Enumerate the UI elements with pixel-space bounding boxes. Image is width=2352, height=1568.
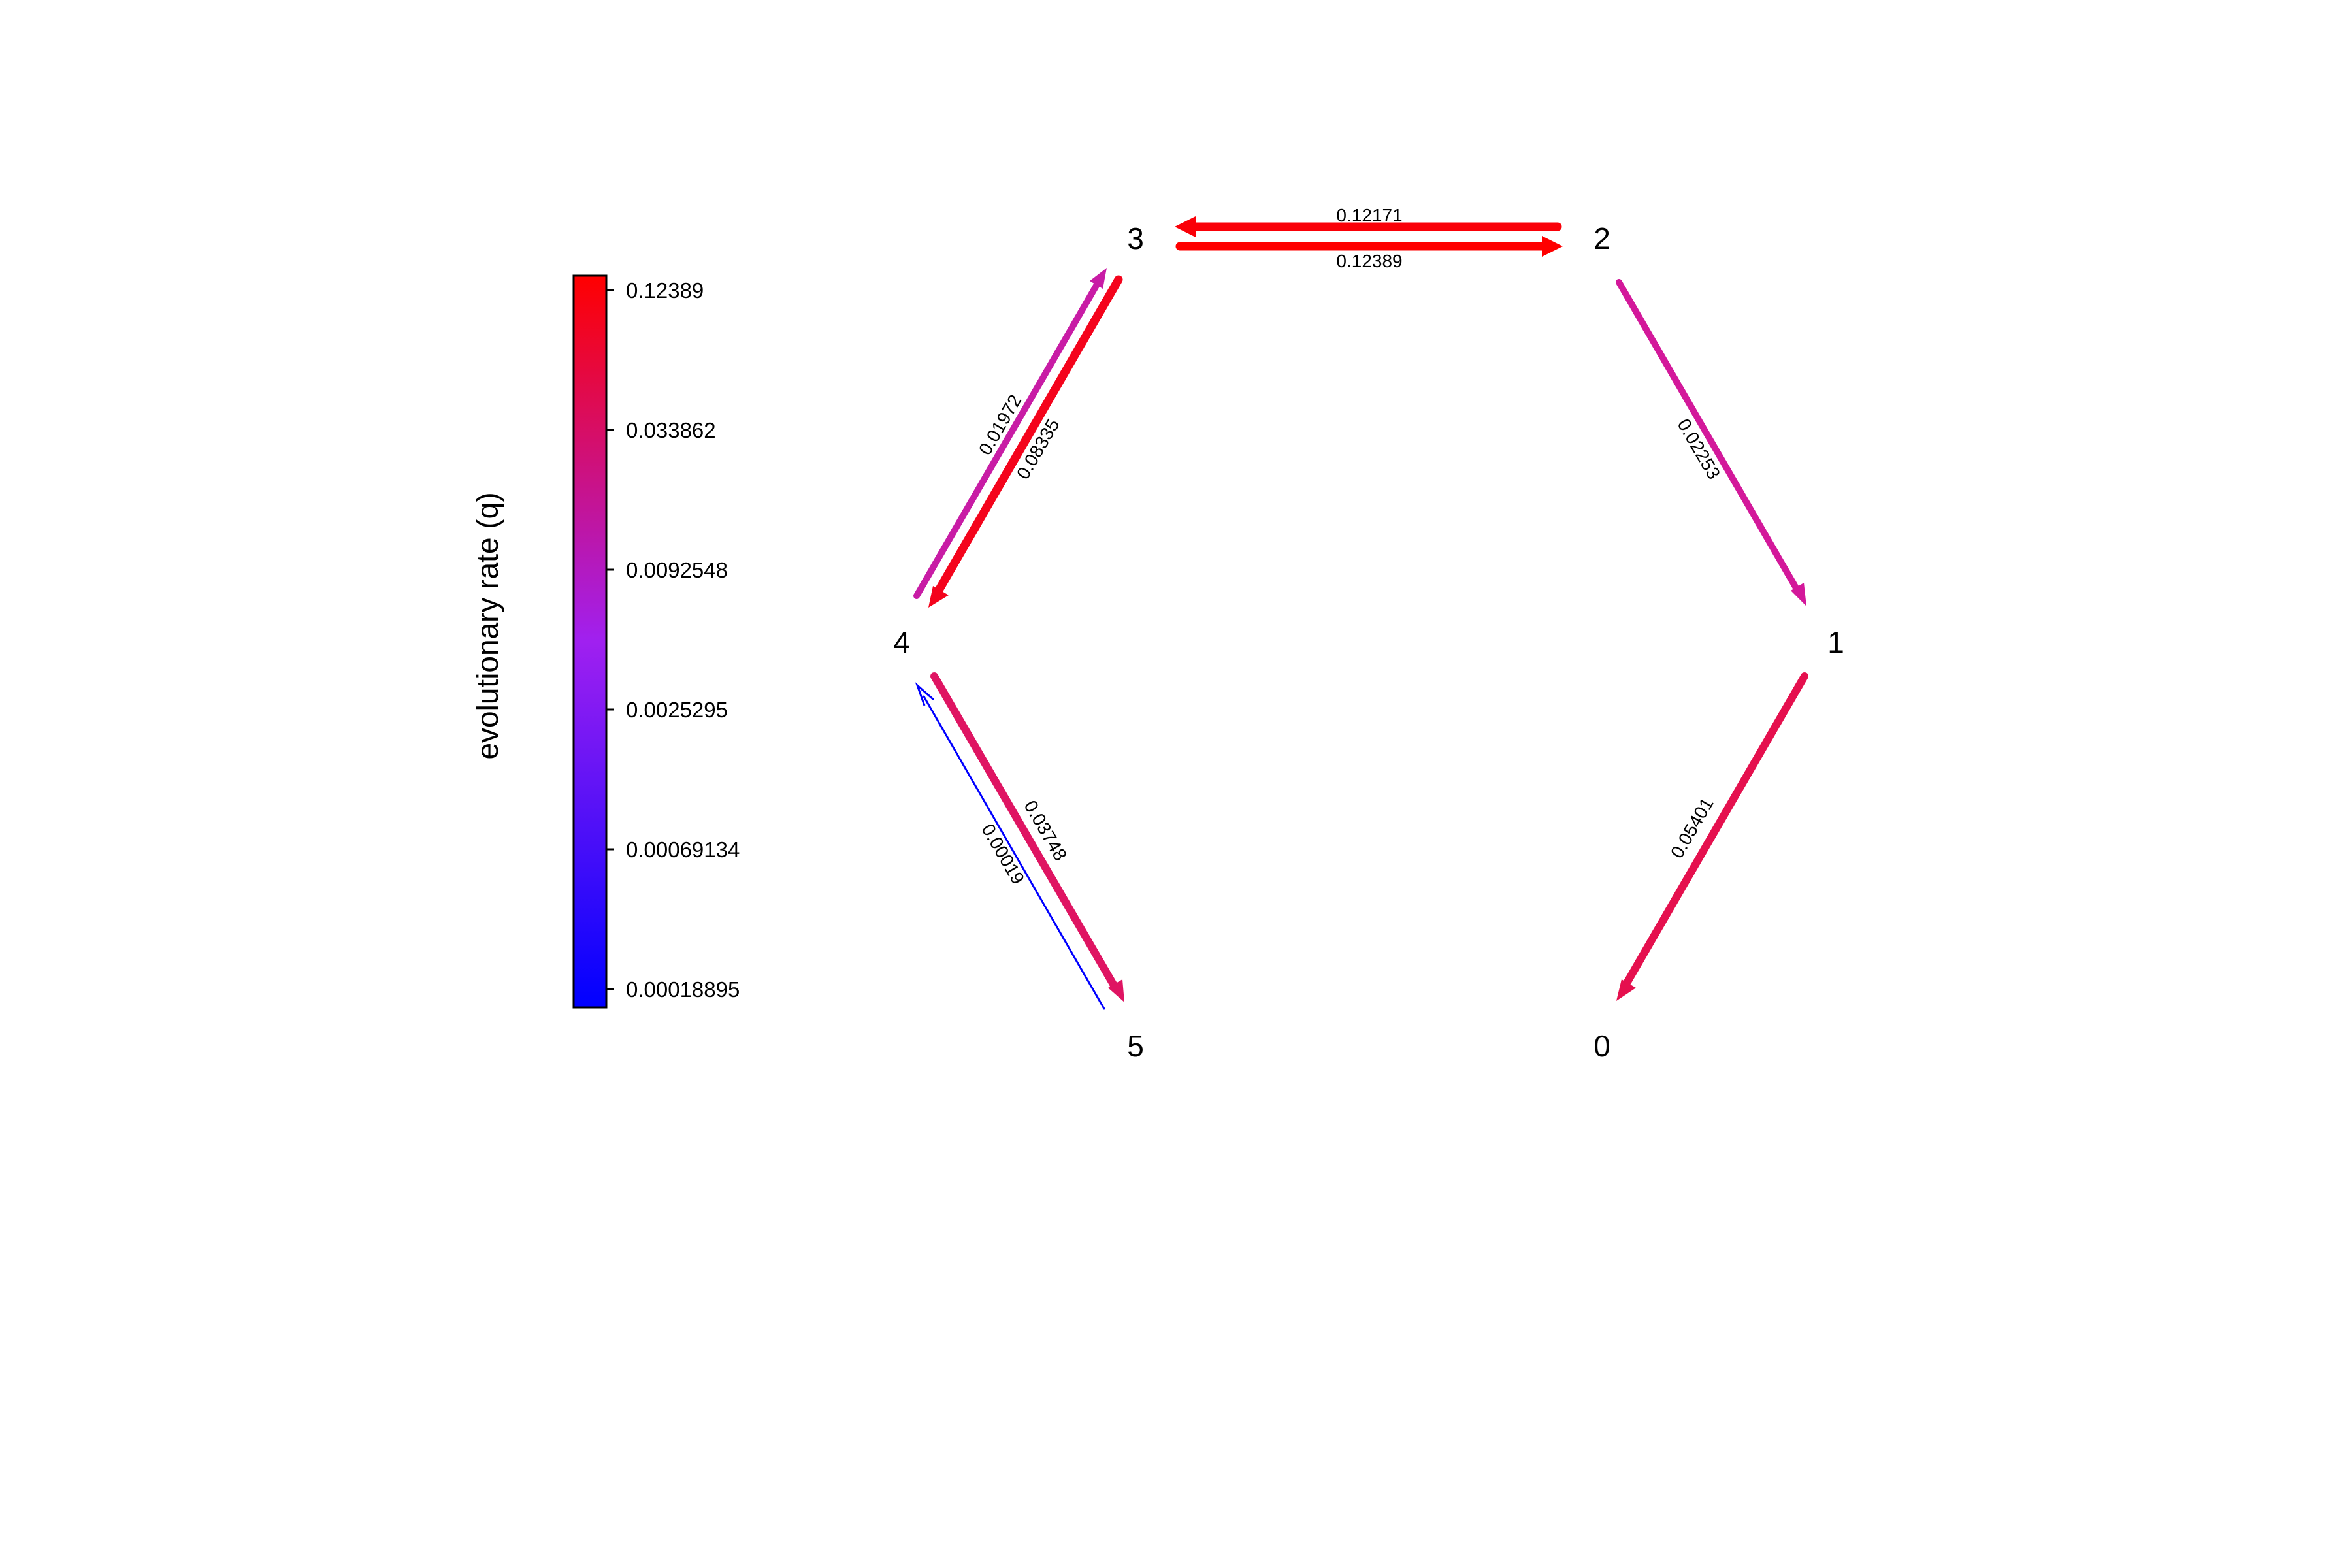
edge-1-to-0-line	[1622, 672, 1808, 989]
nodes: 0 1 2 3 4 5	[893, 221, 1844, 1063]
colorbar-tick-label: 0.00018895	[626, 977, 740, 1002]
edge-1-to-0-arrowhead	[1616, 979, 1636, 1001]
edge-4-to-5-line	[930, 672, 1119, 990]
edge-3-to-4: 0.08335	[928, 275, 1123, 608]
edge-1-to-0-label: 0.05401	[1667, 794, 1718, 862]
node-2: 2	[1593, 221, 1610, 255]
edge-2-to-3-label: 0.12171	[1336, 205, 1402, 225]
edge-4-to-5-arrowhead	[1108, 979, 1124, 1002]
node-1: 1	[1827, 625, 1844, 659]
colorbar-ticks: 0.12389 0.033862 0.0092548 0.0025295 0.0…	[606, 278, 740, 1002]
edge-2-to-1: 0.02253	[1616, 279, 1806, 606]
colorbar-tick-label: 0.12389	[626, 278, 704, 302]
colorbar-tick-label: 0.0092548	[626, 558, 728, 582]
node-3: 3	[1127, 221, 1144, 255]
edge-4-to-3: 0.01972	[913, 268, 1107, 599]
colorbar-tick-label: 0.033862	[626, 418, 716, 442]
edge-3-to-2: 0.12389	[1175, 236, 1563, 271]
edge-2-to-1-arrowhead	[1791, 583, 1806, 606]
edge-5-to-4-line	[923, 695, 1105, 1010]
edge-1-to-0: 0.05401	[1616, 672, 1808, 1001]
edge-4-to-5: 0.03748	[930, 672, 1124, 1002]
edge-4-to-3-line	[913, 279, 1102, 599]
edge-2-to-1-line	[1616, 279, 1801, 595]
edge-3-to-4-line	[934, 275, 1123, 596]
edges: 0.12171 0.12389 0.02253 0.05401 0.01972	[913, 205, 1808, 1010]
edge-2-to-3: 0.12171	[1175, 205, 1562, 237]
edge-5-to-4: 0.00019	[915, 682, 1105, 1010]
edge-4-to-3-arrowhead	[1090, 268, 1107, 289]
node-5: 5	[1127, 1029, 1144, 1063]
edge-2-to-3-arrowhead	[1175, 216, 1196, 237]
edge-3-to-2-arrowhead	[1542, 236, 1563, 257]
edge-3-to-4-arrowhead	[928, 586, 949, 608]
edge-3-to-2-label: 0.12389	[1336, 251, 1402, 271]
colorbar-tick-label: 0.0025295	[626, 698, 728, 722]
colorbar-title: evolutionary rate (q)	[470, 492, 504, 759]
colorbar-gradient	[572, 274, 608, 1009]
edge-5-to-4-arrowhead	[915, 682, 934, 706]
colorbar: evolutionary rate (q) 0.12389 0.033862 0…	[470, 274, 740, 1009]
node-4: 4	[893, 625, 910, 659]
colorbar-tick-label: 0.00069134	[626, 838, 740, 862]
node-0: 0	[1593, 1029, 1610, 1063]
